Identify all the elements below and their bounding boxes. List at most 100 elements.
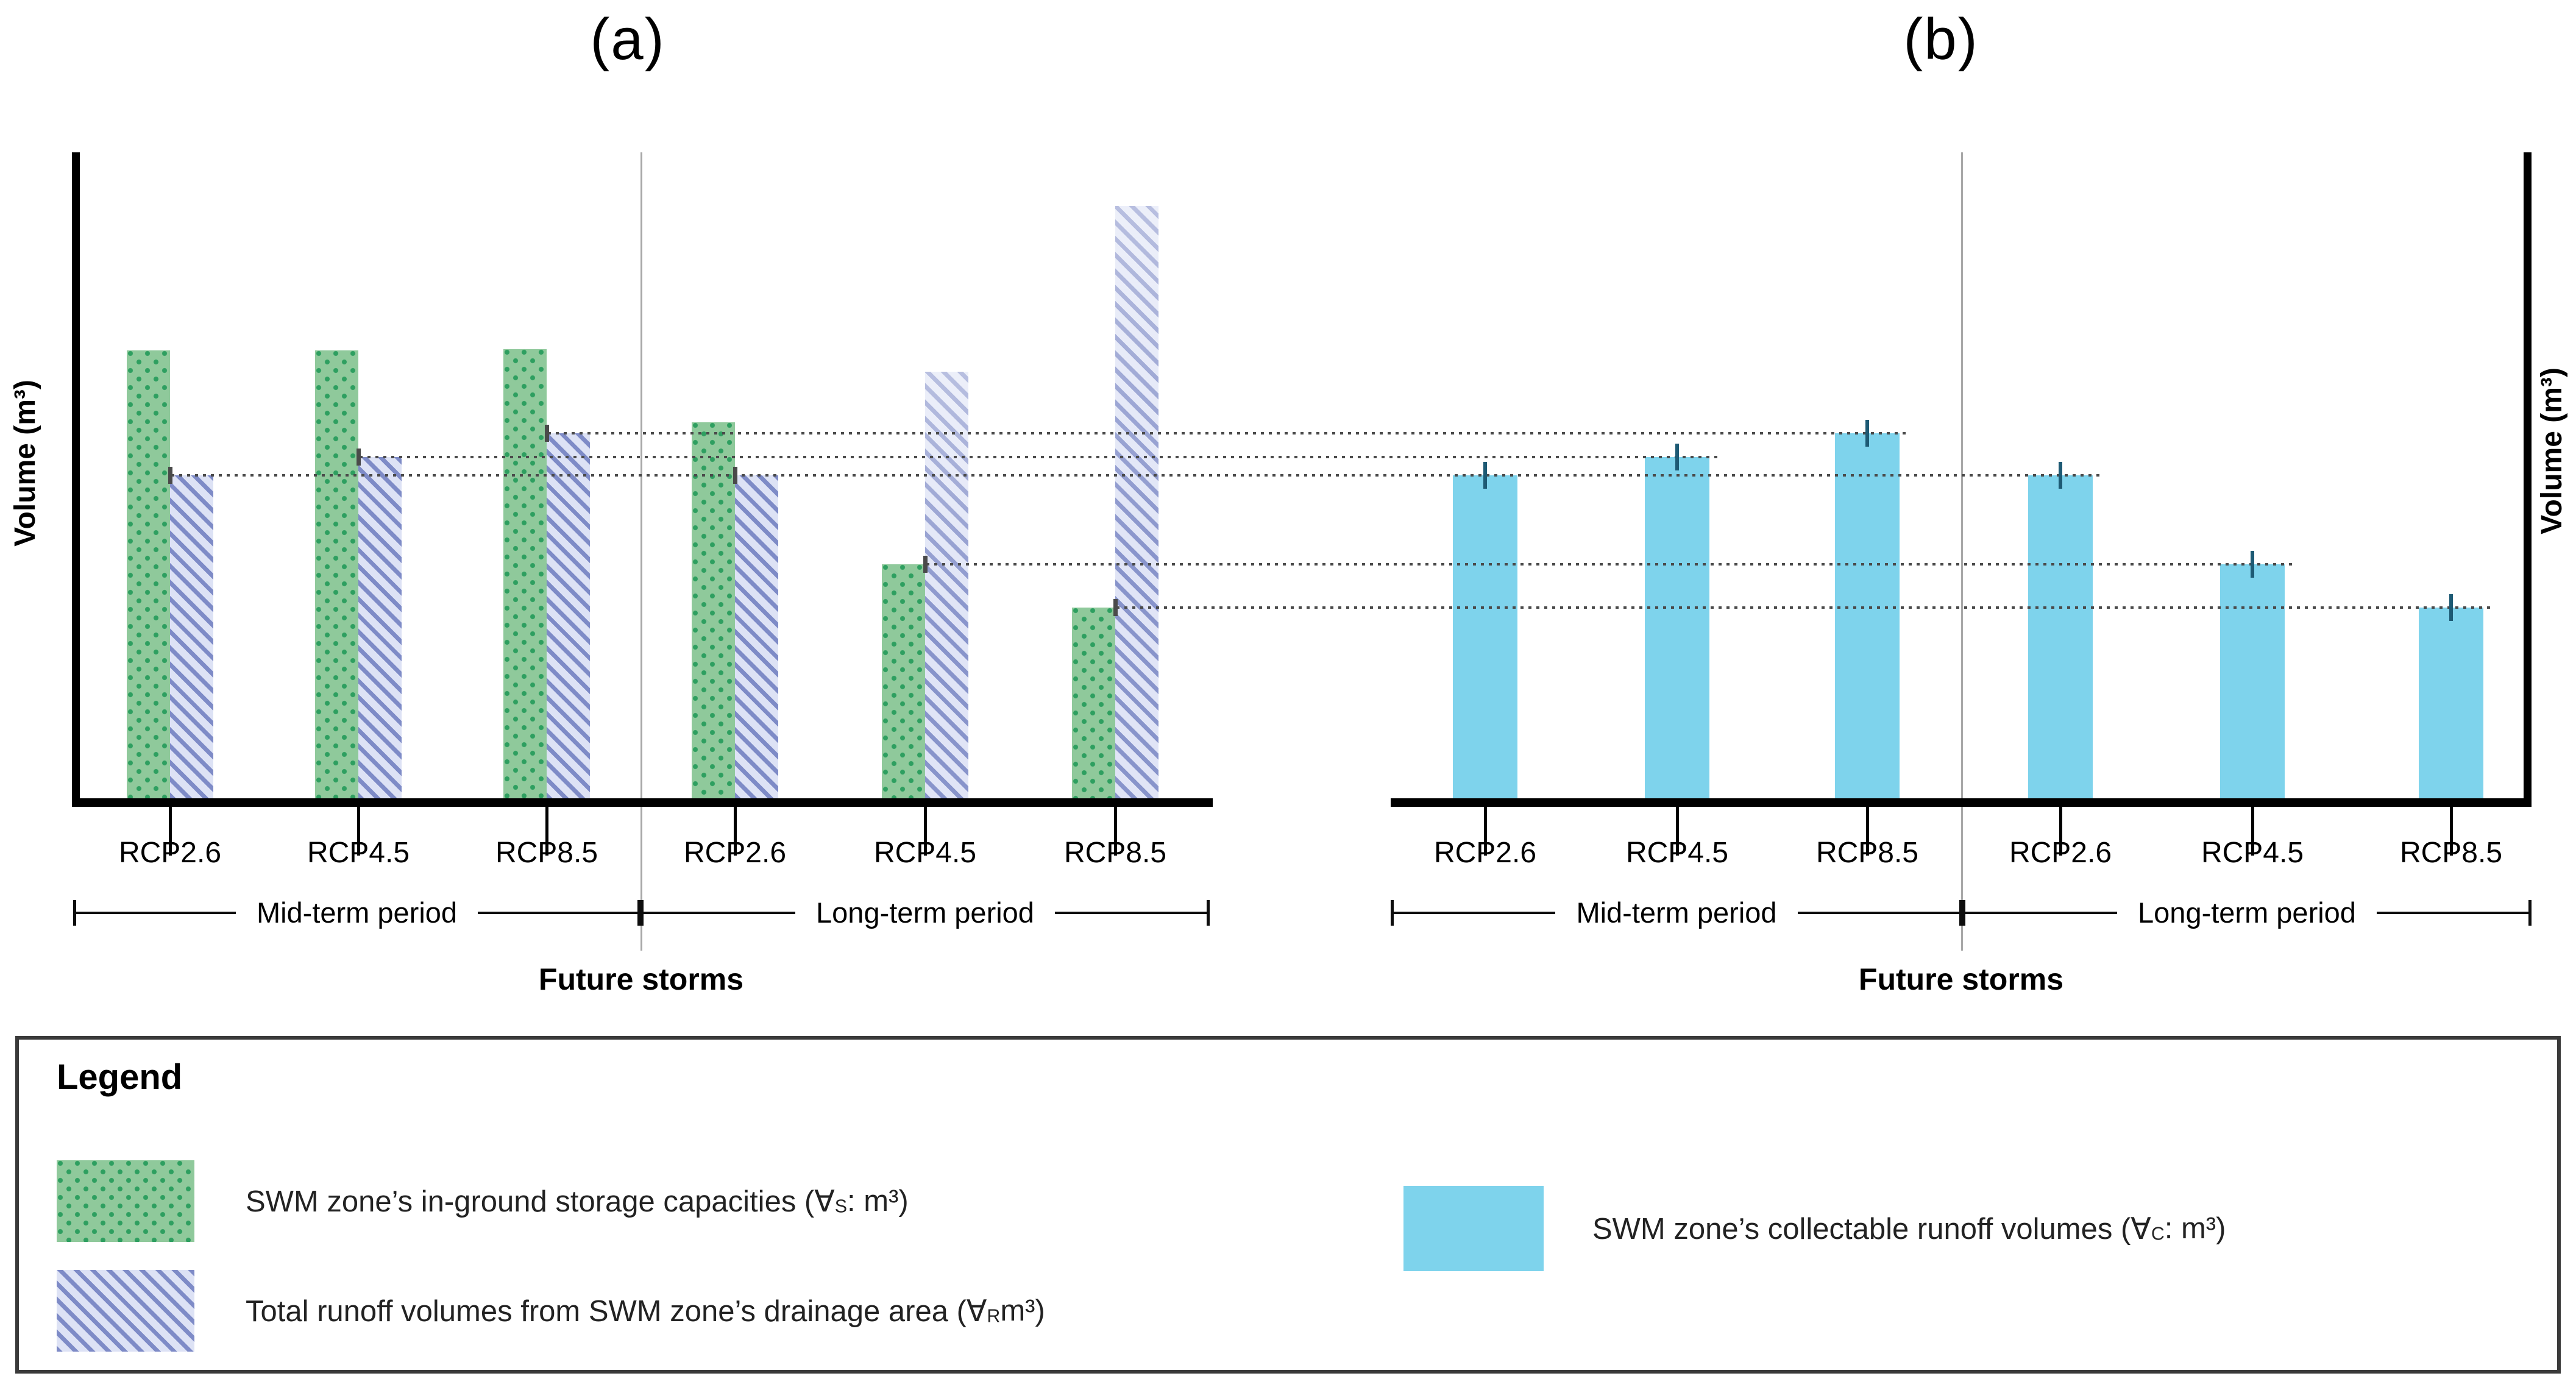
midterm-period-label: Mid-term period xyxy=(73,896,640,929)
legend-item-text: : m³) xyxy=(2164,1212,2226,1245)
bar-runoff-rcp8.5-long xyxy=(1115,205,1158,798)
error-bar xyxy=(923,556,928,573)
bar-collectable-rcp2.6-long xyxy=(2028,475,2093,798)
panel-a-title: (a) xyxy=(590,7,665,72)
legend-item-text: SWM zone’s collectable runoff volumes (∀ xyxy=(1592,1212,2151,1246)
bar-storage-rcp4.5-long xyxy=(882,564,925,798)
error-bar xyxy=(2059,462,2062,489)
panel-b-y-axis xyxy=(2524,152,2532,807)
x-tick xyxy=(1484,800,1487,856)
x-tick-label-rcp2.6: RCP2.6 xyxy=(118,837,222,869)
leader-line xyxy=(548,432,1908,435)
bar-runoff-rcp2.6-mid xyxy=(170,475,213,798)
bar-collectable-rcp8.5-mid xyxy=(1835,433,1900,798)
bar-collectable-rcp4.5-long xyxy=(2220,564,2285,798)
bar-runoff-rcp4.5-long xyxy=(925,372,968,798)
panel-a-y-axis xyxy=(72,152,80,807)
error-bar xyxy=(2449,594,2453,622)
legend-item-subscript: S xyxy=(834,1196,848,1217)
leader-line xyxy=(1116,606,2492,609)
bracket-cap xyxy=(73,900,76,926)
legend-item-text: Total runoff volumes from SWM zone’s dra… xyxy=(246,1294,987,1328)
x-tick-label-rcp8.5: RCP8.5 xyxy=(1815,837,1919,869)
longterm-period-label: Long-term period xyxy=(1962,896,2532,929)
panel-b-y-axis-label: Volume (m³) xyxy=(2536,367,2568,534)
bar-runoff-rcp4.5-mid xyxy=(358,457,402,798)
panel-b-x-axis xyxy=(1391,798,2532,807)
error-bar xyxy=(1113,599,1118,617)
panel-a-x-axis-title: Future storms xyxy=(538,962,744,996)
x-tick xyxy=(1866,800,1869,856)
longterm-period-label: Long-term period xyxy=(640,896,1210,929)
bar-storage-rcp4.5-mid xyxy=(315,350,358,798)
bar-collectable-rcp4.5-mid xyxy=(1645,457,1709,798)
legend-item-text: : m³) xyxy=(847,1185,909,1218)
panel-b-title: (b) xyxy=(1903,7,1979,72)
legend-item-runoff: Total runoff volumes from SWM zone’s dra… xyxy=(246,1270,1045,1352)
bracket-cap xyxy=(640,900,644,926)
error-bar xyxy=(733,467,737,484)
x-tick xyxy=(169,800,172,856)
legend-swatch-storage xyxy=(57,1160,194,1242)
x-tick-label-rcp4.5: RCP4.5 xyxy=(307,837,410,869)
error-bar xyxy=(1483,462,1487,489)
error-bar xyxy=(2251,551,2254,578)
leader-line xyxy=(926,563,2293,566)
x-tick xyxy=(357,800,360,856)
x-tick-label-rcp4.5: RCP4.5 xyxy=(1625,837,1729,869)
x-tick-label-rcp8.5: RCP8.5 xyxy=(1063,837,1167,869)
x-tick xyxy=(734,800,737,856)
panel-a-x-axis xyxy=(72,798,1213,807)
x-tick-label-rcp4.5: RCP4.5 xyxy=(2201,837,2304,869)
bracket-cap xyxy=(1207,900,1210,926)
x-tick xyxy=(1114,800,1117,856)
bar-runoff-rcp2.6-long xyxy=(735,475,778,798)
panel-b-longterm-bracket: Long-term period xyxy=(1962,896,2532,929)
x-tick-label-rcp2.6: RCP2.6 xyxy=(2009,837,2112,869)
midterm-period-label: Mid-term period xyxy=(1391,896,1962,929)
legend-item-text: SWM zone’s in-ground storage capacities … xyxy=(246,1185,835,1218)
legend-item-subscript: R xyxy=(987,1305,1001,1327)
x-tick-label-rcp2.6: RCP2.6 xyxy=(683,837,787,869)
x-tick xyxy=(545,800,548,856)
legend-title: Legend xyxy=(57,1057,183,1097)
panel-b-x-axis-title: Future storms xyxy=(1858,962,2064,996)
bar-runoff-rcp8.5-mid xyxy=(547,433,590,798)
x-tick-label-rcp4.5: RCP4.5 xyxy=(873,837,977,869)
bracket-cap xyxy=(1962,900,1965,926)
bar-collectable-rcp8.5-long xyxy=(2419,608,2483,798)
bracket-cap xyxy=(1959,900,1962,926)
legend-item-collectable: SWM zone’s collectable runoff volumes (∀… xyxy=(1592,1186,2226,1271)
error-bar xyxy=(1675,444,1679,471)
x-tick xyxy=(1676,800,1679,856)
bar-storage-rcp8.5-mid xyxy=(503,349,547,798)
panel-b-midterm-bracket: Mid-term period xyxy=(1391,896,1962,929)
x-tick-label-rcp2.6: RCP2.6 xyxy=(1433,837,1537,869)
error-bar xyxy=(357,449,361,466)
error-bar xyxy=(168,467,172,484)
x-tick-label-rcp8.5: RCP8.5 xyxy=(495,837,598,869)
bar-storage-rcp2.6-mid xyxy=(127,350,170,798)
bar-collectable-rcp2.6-mid xyxy=(1453,475,1517,798)
panel-a-period-separator xyxy=(640,152,642,951)
legend-swatch-collectable xyxy=(1403,1186,1544,1271)
error-bar xyxy=(1865,420,1869,447)
x-tick xyxy=(924,800,927,856)
panel-a-y-axis-label: Volume (m³) xyxy=(9,380,41,547)
x-tick-label-rcp8.5: RCP8.5 xyxy=(2399,837,2503,869)
leader-line xyxy=(171,474,2101,477)
bar-storage-rcp2.6-long xyxy=(692,422,735,798)
leader-line xyxy=(360,456,1718,459)
panel-a-midterm-bracket: Mid-term period xyxy=(73,896,640,929)
panel-a-longterm-bracket: Long-term period xyxy=(640,896,1210,929)
bracket-cap xyxy=(2528,900,2532,926)
panel-b-period-separator xyxy=(1961,152,1963,951)
bracket-cap xyxy=(637,900,640,926)
legend-item-subscript: C xyxy=(2151,1223,2165,1244)
legend-item-text: m³) xyxy=(1000,1294,1045,1327)
x-tick xyxy=(2450,800,2453,856)
error-bar xyxy=(545,425,549,442)
legend-swatch-runoff xyxy=(57,1270,194,1352)
bracket-cap xyxy=(1391,900,1394,926)
